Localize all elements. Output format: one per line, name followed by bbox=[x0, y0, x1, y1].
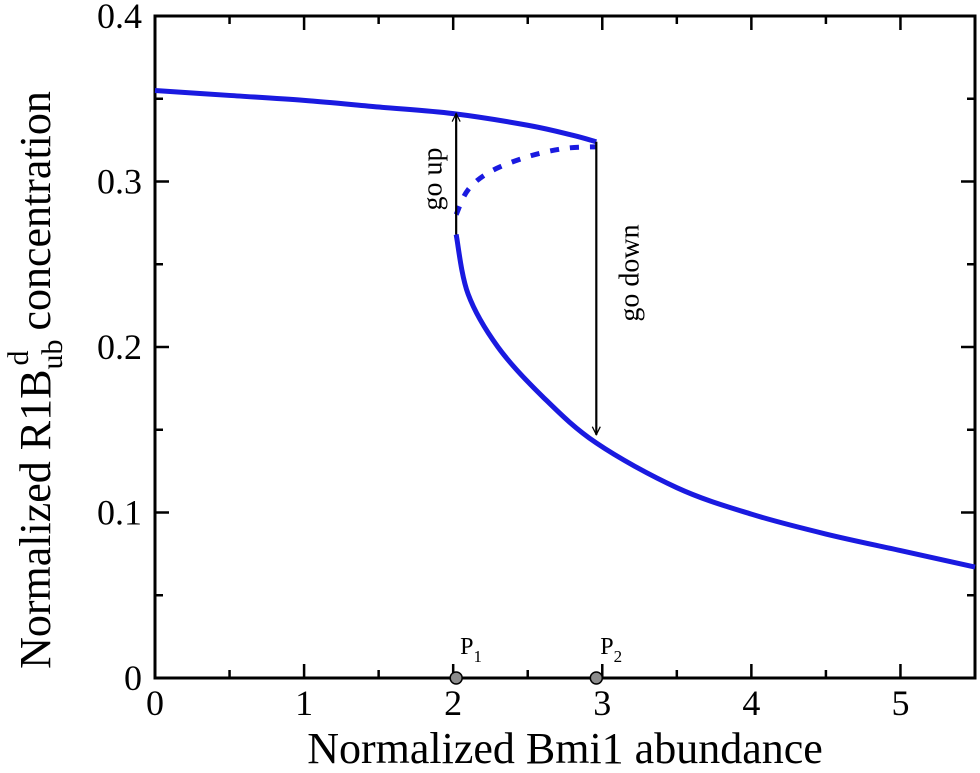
y-tick-label: 0.1 bbox=[97, 493, 142, 533]
y-tick-label: 0.3 bbox=[97, 162, 142, 202]
points-layer: P1 P2 bbox=[449, 634, 622, 685]
go-down-label: go down bbox=[615, 224, 646, 321]
annotation-layer: go up go down bbox=[418, 114, 646, 435]
go-up-label: go up bbox=[418, 148, 449, 211]
y-axis-title: Normalized R1Bubd concentration bbox=[2, 91, 69, 669]
x-tick-label: 4 bbox=[742, 683, 760, 723]
y-axis-title-suffix: concentration bbox=[11, 91, 60, 330]
bifurcation-point-label: P2 bbox=[600, 634, 622, 666]
x-tick-label: 2 bbox=[444, 683, 462, 723]
series-layer bbox=[154, 87, 976, 570]
bifurcation-point-2 bbox=[589, 671, 604, 685]
axis-ticks bbox=[153, 14, 977, 680]
y-axis-title-prefix: Normalized R1B bbox=[11, 370, 60, 669]
y-axis-title-superscript: d bbox=[2, 351, 35, 366]
plot-frame bbox=[153, 14, 977, 680]
x-tick-label: 3 bbox=[593, 683, 611, 723]
x-tick-label: 0 bbox=[146, 683, 164, 723]
x-axis-title: Normalized Bmi1 abundance bbox=[307, 724, 823, 773]
y-tick-label: 0.4 bbox=[97, 0, 142, 36]
x-tick-label: 1 bbox=[295, 683, 313, 723]
stable-branch-line-0 bbox=[154, 87, 597, 145]
y-tick-label: 0 bbox=[124, 658, 142, 698]
bifurcation-point-1 bbox=[449, 671, 463, 685]
bifurcation-point-label: P1 bbox=[460, 634, 482, 666]
y-axis-title-subscript: ub bbox=[36, 340, 69, 370]
x-tick-label: 5 bbox=[891, 683, 909, 723]
unstable-branch-line bbox=[453, 144, 597, 216]
stable-branch-line-2 bbox=[453, 233, 976, 570]
tick-labels: 0 1 2 3 4 5 0 0.1 0.2 0.3 0.4 bbox=[97, 0, 909, 723]
y-tick-label: 0.2 bbox=[97, 327, 142, 367]
